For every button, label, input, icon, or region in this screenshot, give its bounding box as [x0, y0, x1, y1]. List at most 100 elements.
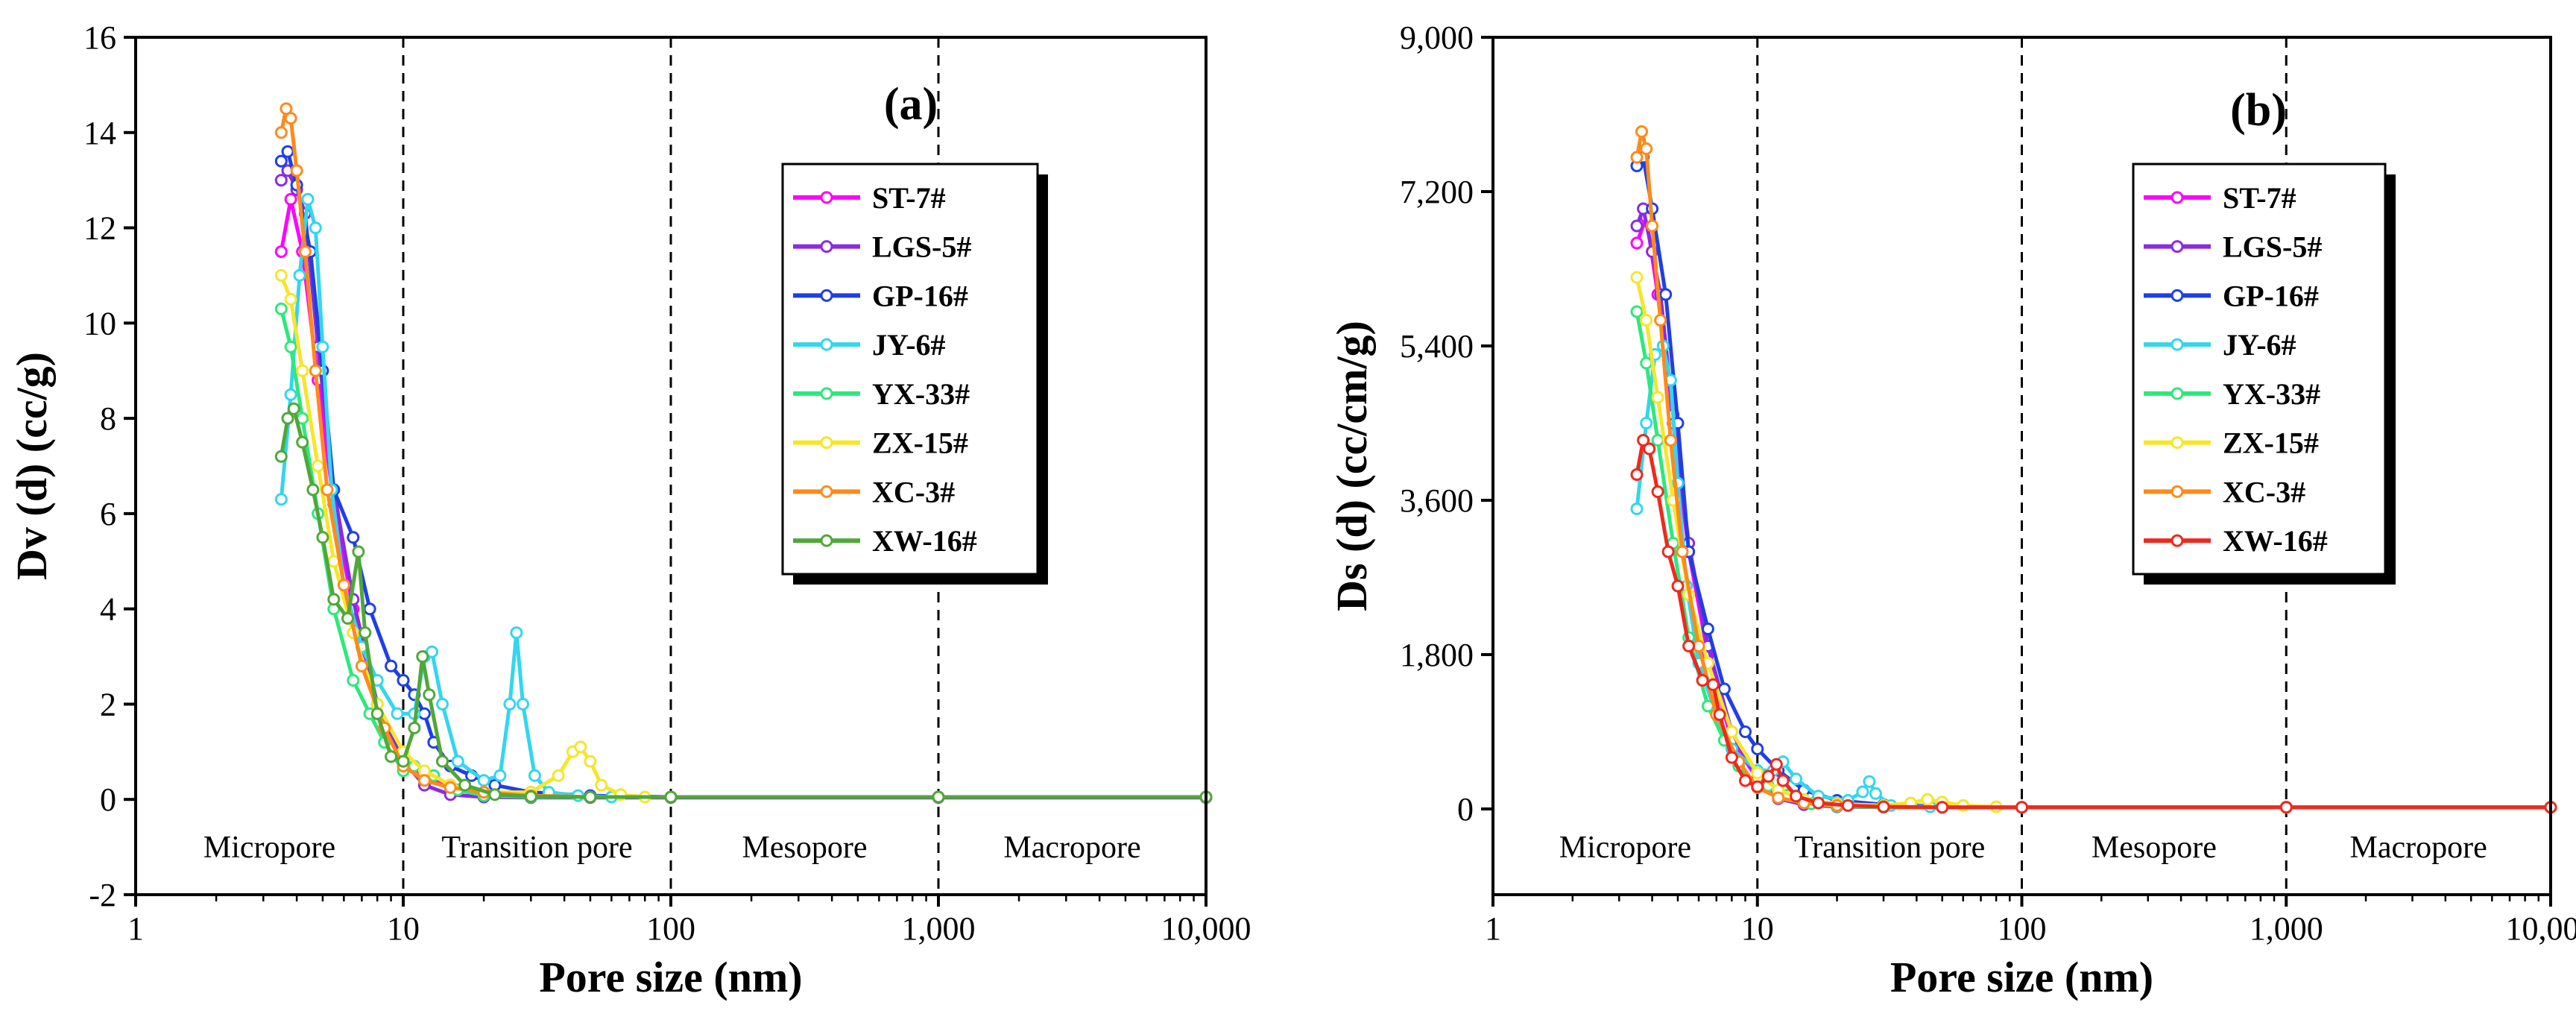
panel-a-legend-label: GP-16#	[872, 279, 968, 312]
panel-a-series-point	[293, 268, 306, 282]
panel-b-y-tick-label: 0	[1457, 791, 1474, 828]
panel-b-y-tick-label: 5,400	[1400, 328, 1474, 365]
panel-b-series-point	[1682, 640, 1696, 652]
panel-b-x-tick-label: 1	[1485, 910, 1501, 947]
panel-b-series-line	[1635, 215, 2551, 810]
panel-a-legend-swatch-marker	[820, 387, 833, 400]
panel-b-legend-label: ZX-15#	[2223, 426, 2319, 460]
panel-a-series-line	[279, 406, 1206, 799]
panel-a-x-tick-label: 100	[646, 910, 695, 947]
panel-a-series-point	[417, 707, 431, 720]
panel-a-y-tick-label: 0	[100, 781, 116, 818]
panel-a-series-point	[301, 192, 315, 206]
panel-a-series-point	[281, 412, 294, 425]
panel-a-legend-swatch-marker	[820, 240, 833, 253]
panel-a-series-point	[284, 192, 297, 206]
panel-b-series-point	[1751, 766, 1764, 780]
panel-b-series-point	[2279, 801, 2293, 814]
panel-b-series-point	[1790, 790, 1803, 803]
panel-b-series-line	[1635, 311, 2551, 810]
panel-a-x-tick-label: 1	[127, 910, 144, 947]
panel-a-y-tick-label: 14	[83, 115, 116, 151]
panel-a-series-point	[309, 364, 322, 377]
panel-b-series-st-7	[1630, 211, 2557, 814]
panel-b-series-point	[1637, 434, 1650, 447]
panel-a-legend-label: JY-6#	[872, 328, 946, 362]
panel-a-y-tick-label: 12	[83, 210, 116, 247]
panel-a-chart: 1 10 100 1,000 10,000 -2 0 2 4 6 8 10 12 14 16 Pore siz…	[7, 19, 1251, 1001]
panel-b-series-point	[1812, 796, 1825, 810]
panel-a-series-point	[309, 221, 322, 235]
panel-a-x-tick-label: 10	[387, 910, 420, 947]
panel-a-series-point	[274, 245, 288, 258]
panel-a-series-point	[284, 388, 297, 401]
panel-b-legend-swatch-marker	[2171, 289, 2184, 302]
panel-a-legend-swatch-marker	[820, 338, 833, 351]
panel-b-series-point	[1701, 623, 1714, 635]
panel-a-series-point	[347, 531, 360, 544]
panel-a-series-line	[280, 149, 1206, 799]
panel-b-series-point	[1630, 151, 1644, 164]
panel-a-series-point	[503, 697, 517, 711]
panel-a-legend-swatch-marker	[820, 534, 833, 547]
panel-b-series-zx-15	[1630, 271, 2557, 814]
panel-a-series-point	[436, 697, 449, 711]
panel-b-series-gp-16	[1630, 151, 2557, 814]
panel-b-series-point	[1646, 219, 1659, 233]
panel-b-series-point	[1751, 780, 1764, 793]
panel-a-x-axis-title: Pore size (nm)	[539, 953, 802, 1001]
panel-a-series-point	[327, 593, 341, 606]
panel-b-series-point	[1635, 125, 1648, 138]
panel-b-y-tick-label: 3,600	[1400, 482, 1474, 519]
panel-a-series-point	[274, 154, 288, 168]
panel-a-series-point	[488, 788, 502, 801]
panel-a-series-point	[274, 174, 288, 187]
panel-b-series-point	[1630, 468, 1644, 481]
panel-a-series-point	[443, 781, 457, 794]
panel-b-series-jy-6	[1630, 339, 2557, 814]
panel-a-series-xw-16	[274, 402, 1213, 804]
panel-b-legend-swatch-marker	[2171, 387, 2184, 400]
panel-a-x-tick-label: 10,000	[1161, 910, 1251, 947]
panel-b-series-point	[1921, 793, 1934, 806]
panel-a-series-point	[321, 483, 334, 497]
panel-a-series-point	[284, 340, 297, 353]
panel-a-series-point	[451, 755, 464, 768]
panel-a-legend-label: ZX-15#	[872, 426, 968, 460]
panel-a-series-point	[284, 292, 297, 306]
panel-b-series-point	[1651, 485, 1664, 498]
panel-a-y-tick-label: 10	[83, 305, 116, 341]
panel-b-series-point	[2015, 801, 2028, 814]
panel-b-legend: ST-7# LGS-5# GP-16# JY-6# YX-33# ZX-15# XC-3# X…	[2132, 163, 2396, 585]
panel-b-series-point	[1770, 758, 1783, 771]
panel-b-series-point	[1739, 725, 1752, 738]
panel-a-series-point	[316, 531, 329, 544]
panel-a-series-point	[359, 626, 372, 640]
panel-b-legend-label: XW-16#	[2223, 524, 2328, 558]
panel-a-series-point	[408, 721, 421, 734]
panel-a-series-point	[436, 755, 449, 768]
panel-a-series-line	[279, 274, 1206, 799]
panel-b-y-axis-title: Ds (d) (cc/cm/g)	[1328, 321, 1376, 611]
panel-a-series-line	[279, 197, 1206, 799]
panel-a-y-tick-label: -2	[89, 877, 116, 913]
panel-a-series-point	[347, 674, 360, 687]
panel-a-series-point	[284, 112, 297, 125]
panel-b-x-tick-label: 10,000	[2506, 910, 2576, 947]
panel-a-legend-label: ST-7#	[872, 181, 946, 215]
panel-a-series-point	[363, 602, 376, 616]
panel-b-y-tick-label: 7,200	[1400, 174, 1474, 210]
panel-b-series-point	[1630, 219, 1644, 233]
panel-a-legend-swatch-marker	[820, 191, 833, 204]
panel-a-series-point	[584, 755, 597, 768]
panel-b-series-point	[1664, 434, 1677, 447]
panel-a-series-point	[287, 402, 300, 415]
panel-b-legend-label: XC-3#	[2223, 475, 2305, 508]
panel-b-y-tick-label: 9,000	[1400, 19, 1474, 56]
panel-a-x-tick-label: 1,000	[902, 910, 976, 947]
panel-b-x-axis-title: Pore size (nm)	[1890, 953, 2153, 1001]
panel-b-legend-swatch-marker	[2171, 485, 2184, 498]
panel-b-series-point	[1877, 800, 1890, 813]
panel-b-series-point	[1841, 799, 1854, 812]
panel-b-legend-label: ST-7#	[2223, 181, 2296, 215]
